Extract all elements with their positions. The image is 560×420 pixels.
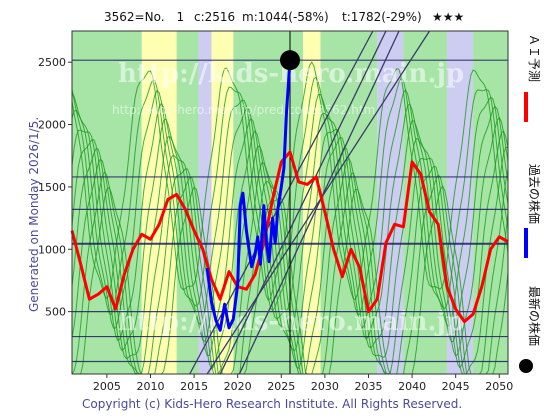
x-tick-label: 2045 (442, 380, 470, 393)
header-min: m:1044(-58%) (242, 10, 329, 24)
x-axis-ticks: 2005 2010 2015 2020 2025 2030 2035 2040 2045 2050 (93, 374, 513, 393)
y-tick-label: 500 (45, 306, 66, 319)
y-axis-ticks: 500 1000 1500 2000 2500 (38, 56, 72, 319)
header-target: t:1782(-29%) (342, 10, 422, 24)
plot-area: http://kids-hero.main.jp http://kids-her… (70, 30, 509, 375)
series-layer (70, 50, 509, 332)
header-code: 3562=No. 1 (104, 10, 184, 24)
trend-line (206, 30, 431, 375)
legend-latest-dot (519, 359, 533, 373)
legend-ai-swatch (524, 92, 528, 122)
copyright-text: Copyright (c) Kids-Hero Research Institu… (82, 397, 462, 411)
series-ai-forecast (70, 150, 509, 324)
y-tick-label: 1000 (38, 243, 66, 256)
trend-lines (189, 30, 431, 375)
x-tick-label: 2010 (136, 380, 164, 393)
trend-line (238, 30, 400, 375)
header-stars: ★★★ (432, 10, 464, 24)
y-tick-label: 2500 (38, 56, 66, 69)
x-tick-label: 2050 (485, 380, 513, 393)
series-past-price (205, 60, 292, 332)
header-current: c:2516 (194, 10, 235, 24)
legend-past-label: 過去の株価 (527, 164, 542, 224)
x-tick-label: 2005 (93, 380, 121, 393)
x-tick-label: 2025 (267, 380, 295, 393)
plot-border (71, 30, 509, 375)
x-tick-label: 2020 (224, 380, 252, 393)
legend: ＡＩ予測 過去の株価 最新の株価 (519, 34, 542, 373)
generated-date-label: Generated on Monday 2026/1/5. (27, 117, 41, 312)
x-tick-label: 2040 (398, 380, 426, 393)
trend-line (189, 30, 374, 375)
legend-ai-label: ＡＩ予測 (527, 34, 541, 82)
y-tick-label: 2000 (38, 119, 66, 132)
legend-latest-label: 最新の株価 (527, 286, 542, 346)
band (473, 31, 508, 374)
x-tick-label: 2015 (180, 380, 208, 393)
y-tick-label: 1500 (38, 181, 66, 194)
x-tick-label: 2035 (354, 380, 382, 393)
latest-price-point (280, 50, 300, 71)
watermark-sub: http://kids-hero.main.jp/pred/code3562.h… (112, 103, 375, 117)
trend-line (219, 30, 387, 375)
x-tick-label: 2030 (311, 380, 339, 393)
legend-past-swatch (524, 228, 528, 258)
